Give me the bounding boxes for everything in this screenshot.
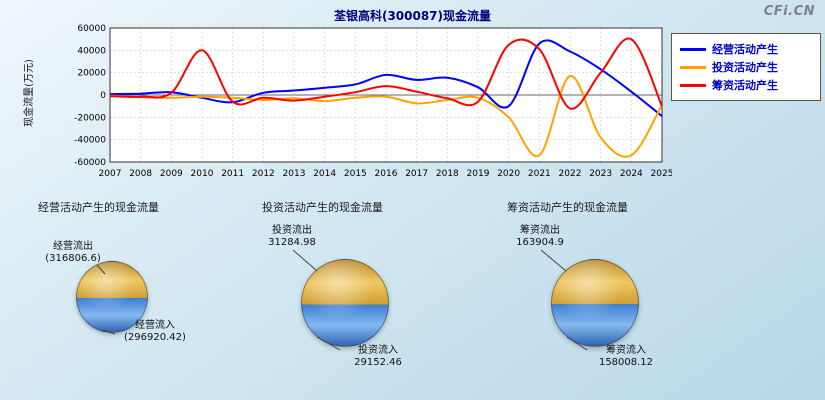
legend-item-financing: 筹资活动产生 (680, 76, 812, 94)
pie-label-text: 经营流出 (53, 241, 93, 252)
pie-label-value: 31284.98 (268, 237, 316, 248)
pie-label-financing-inflow: 筹资流入 158008.12 (582, 345, 670, 369)
svg-text:2025: 2025 (651, 169, 672, 179)
pie-label-investing-inflow: 投资流入 29152.46 (336, 345, 420, 369)
pie-section-title-investing: 投资活动产生的现金流量 (262, 201, 383, 214)
pie-label-operating-outflow: 经营流出 (316806.6) (30, 241, 116, 265)
legend-label-investing: 投资活动产生 (712, 61, 778, 74)
svg-text:60000: 60000 (77, 24, 106, 34)
svg-text:2014: 2014 (313, 169, 336, 179)
legend-swatch-investing-icon (680, 65, 706, 69)
svg-text:2017: 2017 (405, 169, 428, 179)
pie-chart-financing (551, 259, 639, 347)
legend-label-financing: 筹资活动产生 (712, 79, 778, 92)
pie-label-value: (296920.42) (124, 332, 186, 343)
svg-text:2015: 2015 (344, 169, 367, 179)
svg-text:2013: 2013 (283, 169, 306, 179)
pie-label-financing-outflow: 筹资流出 163904.9 (498, 225, 582, 249)
svg-text:2007: 2007 (99, 169, 122, 179)
svg-text:2012: 2012 (252, 169, 275, 179)
pie-label-text: 筹资流出 (520, 225, 560, 236)
legend-item-investing: 投资活动产生 (680, 58, 812, 76)
pie-label-operating-inflow: 经营流入 (296920.42) (112, 320, 198, 344)
pie-label-value: 158008.12 (598, 357, 654, 368)
svg-text:2011: 2011 (221, 169, 244, 179)
svg-text:2008: 2008 (129, 169, 152, 179)
svg-text:2010: 2010 (191, 169, 214, 179)
pie-label-value: 163904.9 (516, 237, 564, 248)
pie-section-title-financing: 筹资活动产生的现金流量 (507, 201, 628, 214)
pie-section-title-operating: 经营活动产生的现金流量 (38, 201, 159, 214)
legend-label-operating: 经营活动产生 (712, 43, 778, 56)
svg-text:20000: 20000 (77, 69, 106, 79)
svg-text:2023: 2023 (589, 169, 612, 179)
svg-text:2009: 2009 (160, 169, 183, 179)
pie-label-text: 筹资流入 (606, 345, 646, 356)
svg-text:2018: 2018 (436, 169, 459, 179)
pie-label-text: 经营流入 (135, 320, 175, 331)
legend-item-operating: 经营活动产生 (680, 40, 812, 58)
pie-label-investing-outflow: 投资流出 31284.98 (250, 225, 334, 249)
svg-text:2020: 2020 (497, 169, 520, 179)
pie-label-text: 投资流出 (272, 225, 312, 236)
pie-label-text: 投资流入 (358, 345, 398, 356)
svg-text:2021: 2021 (528, 169, 551, 179)
svg-text:2024: 2024 (620, 169, 643, 179)
svg-text:40000: 40000 (77, 46, 106, 56)
svg-text:2016: 2016 (375, 169, 398, 179)
pie-chart-operating (76, 261, 148, 333)
pie-label-value: 29152.46 (354, 357, 402, 368)
svg-text:2019: 2019 (467, 169, 490, 179)
pie-chart-investing (301, 259, 389, 347)
brand-logo: CFi.CN (763, 4, 815, 19)
legend-swatch-financing-icon (680, 83, 706, 87)
pie-label-value: (316806.6) (45, 253, 101, 264)
legend: 经营活动产生 投资活动产生 筹资活动产生 (671, 33, 821, 101)
svg-text:-60000: -60000 (74, 158, 106, 168)
svg-text:-20000: -20000 (74, 113, 106, 123)
legend-swatch-operating-icon (680, 47, 706, 51)
chart-title: 荃银高科(300087)现金流量 (333, 9, 492, 23)
svg-text:-40000: -40000 (74, 136, 106, 146)
svg-text:0: 0 (100, 91, 106, 101)
svg-text:2022: 2022 (559, 169, 582, 179)
